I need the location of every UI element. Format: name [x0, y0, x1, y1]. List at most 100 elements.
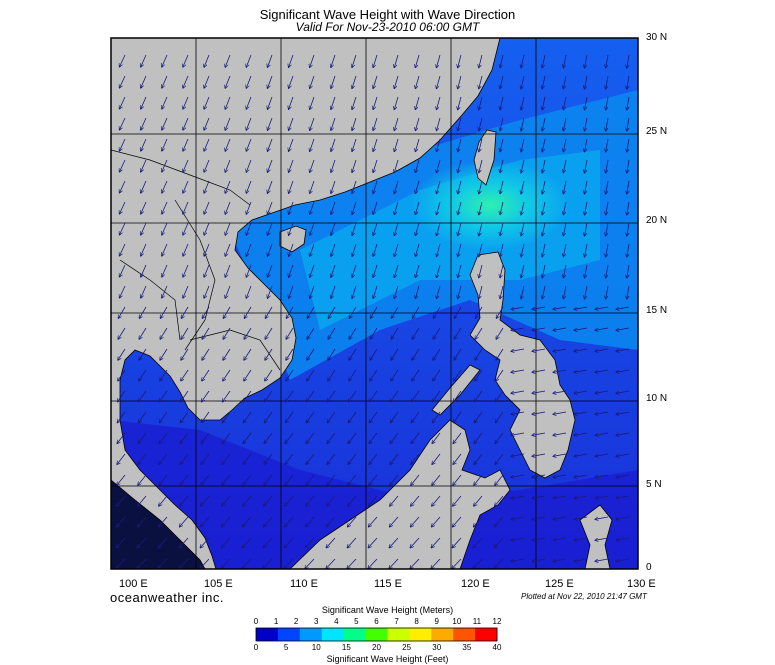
wave-arrow	[616, 558, 630, 561]
colorbar-feet-tick: 15	[341, 643, 351, 652]
wave-arrow	[370, 327, 378, 339]
wave-arrow	[479, 285, 483, 299]
colorbar-meter-tick: 0	[253, 617, 259, 626]
wave-arrow	[415, 138, 420, 152]
wave-arrow	[458, 159, 462, 173]
wave-arrow	[542, 264, 546, 278]
wave-arrow	[307, 390, 315, 402]
wave-arrow	[181, 327, 189, 339]
wave-arrow	[585, 159, 588, 173]
wave-arrow	[183, 159, 189, 172]
wave-arrow	[310, 264, 315, 277]
wave-arrow	[495, 432, 504, 443]
wave-arrow	[542, 96, 546, 110]
wave-arrow	[265, 390, 273, 402]
wave-arrow	[437, 138, 441, 152]
wave-arrow	[496, 390, 504, 402]
wave-arrow	[138, 516, 147, 527]
wave-arrow	[585, 180, 588, 194]
wave-arrow	[511, 432, 525, 435]
wave-arrow	[373, 117, 378, 130]
wave-arrow	[390, 516, 399, 527]
wave-arrow	[327, 516, 336, 527]
wave-arrow	[289, 180, 294, 193]
wave-arrow	[500, 159, 504, 173]
wave-arrow	[369, 474, 378, 485]
wave-arrow	[246, 117, 252, 130]
brand-logo: oceanweather inc.	[110, 590, 225, 605]
wave-arrow	[542, 222, 546, 236]
wave-arrow	[412, 327, 420, 339]
wave-arrow	[181, 306, 189, 318]
wave-arrow	[162, 180, 168, 193]
wave-arrow	[159, 516, 168, 527]
wave-arrow	[433, 327, 441, 339]
wave-arrow	[437, 264, 441, 278]
wave-arrow	[204, 180, 210, 193]
wave-arrow	[616, 474, 630, 477]
wave-arrow	[542, 159, 546, 173]
colorbar-swatch	[409, 628, 432, 641]
wave-arrow	[349, 390, 357, 402]
colorbar-meter-tick: 9	[434, 617, 439, 626]
wave-arrow	[268, 117, 273, 130]
wave-arrow	[244, 306, 252, 318]
wave-arrow	[183, 117, 189, 130]
wave-arrow	[159, 453, 168, 464]
wave-arrow	[225, 75, 231, 88]
wave-arrow	[574, 495, 588, 498]
wave-arrow	[162, 54, 168, 67]
wave-arrow	[183, 96, 189, 109]
wave-arrow	[454, 369, 462, 381]
wave-arrow	[286, 348, 294, 360]
wave-arrow	[349, 369, 357, 381]
wave-arrow	[327, 411, 336, 423]
wave-arrow	[563, 54, 567, 68]
wave-arrow	[306, 453, 315, 464]
wave-arrow	[415, 96, 420, 110]
wave-arrow	[223, 306, 231, 318]
wave-arrow	[574, 411, 588, 414]
wave-arrow	[160, 369, 168, 381]
wave-arrow	[141, 54, 147, 67]
wave-arrow	[511, 348, 525, 351]
wave-arrow	[310, 54, 315, 67]
colorbar-swatch	[256, 628, 279, 641]
wave-arrow	[437, 159, 441, 173]
wave-arrow	[479, 201, 483, 215]
wave-arrow	[331, 180, 336, 193]
wave-arrow	[500, 138, 504, 152]
wave-arrow	[327, 495, 336, 506]
wave-arrow	[285, 432, 294, 443]
wave-arrow	[432, 516, 441, 527]
wave-arrow	[495, 474, 504, 485]
wave-arrow	[616, 348, 630, 351]
wave-arrow	[606, 264, 609, 278]
wave-arrow	[352, 96, 357, 109]
wave-arrow	[331, 264, 336, 277]
wave-arrow	[204, 138, 210, 151]
wave-arrow	[627, 243, 630, 257]
wave-arrow	[331, 54, 336, 67]
wave-arrow	[268, 96, 273, 109]
wave-arrow	[117, 432, 126, 443]
wave-arrow	[158, 558, 168, 569]
wave-arrow	[246, 243, 252, 256]
wave-arrow	[553, 558, 567, 561]
wave-arrow	[479, 75, 483, 89]
wave-arrow	[183, 75, 189, 88]
wave-arrow	[285, 516, 294, 527]
lon-label-125: 125 E	[545, 578, 574, 590]
wave-arrow	[348, 495, 357, 506]
wave-arrow	[432, 432, 441, 443]
wave-arrow	[202, 306, 210, 318]
wave-arrow	[454, 348, 462, 360]
wave-arrow	[391, 369, 399, 381]
wave-arrow	[225, 96, 231, 109]
land-borneo	[289, 419, 511, 569]
wave-arrow	[479, 180, 483, 194]
wave-arrow	[473, 558, 483, 569]
wave-arrow	[453, 432, 462, 443]
wave-arrow	[183, 222, 189, 235]
wave-arrow	[389, 537, 399, 548]
